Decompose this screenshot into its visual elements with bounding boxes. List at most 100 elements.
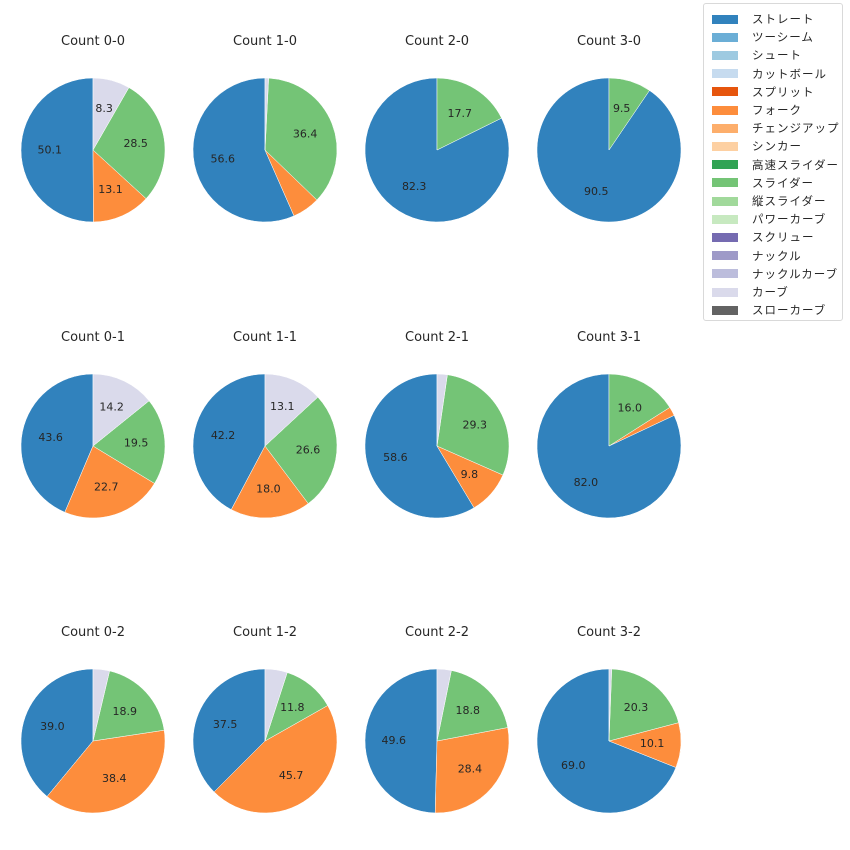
pie-slice-label: 13.1	[98, 183, 123, 196]
pie-slice	[436, 77, 502, 151]
pie-title: Count 1-0	[233, 34, 297, 49]
legend-label: スローカーブ	[752, 303, 827, 318]
pie-title: Count 2-0	[405, 34, 469, 49]
pie-title: Count 1-1	[233, 330, 297, 345]
legend-label: スプリット	[752, 84, 815, 99]
pie-panel: Count 3-0 90.5 9.5	[536, 34, 682, 223]
pie-panel: Count 0-1 43.6 22.7 19.5 14.2	[20, 330, 166, 519]
pie-panel: Count 1-0 56.6 36.4	[192, 34, 338, 223]
pie-slice-label: 45.7	[279, 769, 304, 782]
pie-slice	[264, 668, 288, 742]
legend-item: 高速スライダー	[712, 156, 839, 174]
pie-title: Count 2-2	[405, 625, 469, 640]
legend-swatch	[712, 141, 738, 151]
legend-item: パワーカーブ	[712, 210, 826, 228]
legend-label: シンカー	[752, 139, 802, 154]
pie-slice	[92, 668, 110, 742]
pie-slice	[264, 396, 338, 504]
pie-slice-label: 90.5	[584, 185, 609, 198]
pie-slice	[264, 77, 338, 201]
pie-slice-label: 36.4	[293, 128, 318, 141]
pie-slice	[608, 668, 612, 742]
legend-label: フォーク	[752, 103, 802, 117]
legend-item: シンカー	[712, 137, 802, 155]
legend-swatch	[712, 50, 738, 60]
legend-label: ツーシーム	[752, 30, 814, 45]
legend-label: 縦スライダー	[752, 194, 827, 208]
pie-title: Count 0-1	[61, 330, 125, 345]
pie-slice	[20, 668, 94, 797]
pie-slice	[192, 668, 266, 793]
pie-title: Count 0-0	[61, 34, 125, 49]
legend-swatch	[712, 69, 738, 79]
legend-swatch	[712, 251, 738, 261]
pie-slice-label: 39.0	[40, 720, 65, 733]
legend-label: ナックル	[752, 248, 802, 263]
pie-slice-label: 69.0	[561, 759, 586, 772]
legend-swatch	[712, 87, 738, 97]
legend-item: スプリット	[712, 83, 815, 101]
pie-slice	[230, 445, 309, 519]
pie-slice-label: 22.7	[94, 481, 119, 494]
legend-item: ツーシーム	[712, 28, 814, 46]
pie-title: Count 3-0	[577, 34, 641, 49]
pie-slice-label: 58.6	[383, 451, 408, 464]
pie-slice	[364, 373, 475, 519]
pie-title: Count 3-1	[577, 330, 641, 345]
legend-item: シュート	[712, 46, 802, 64]
pie-slice	[92, 670, 165, 742]
pie-slice-label: 14.2	[99, 401, 124, 414]
pie-slice-label: 50.1	[38, 144, 63, 157]
legend-label: パワーカーブ	[752, 212, 827, 227]
pie-title: Count 1-2	[233, 625, 297, 640]
pie-slice-label: 18.8	[455, 704, 480, 717]
legend-item: 縦スライダー	[712, 192, 827, 210]
pie-slice-label: 8.3	[95, 102, 113, 115]
pie-title: Count 2-1	[405, 330, 469, 345]
pie-title: Count 3-2	[577, 625, 641, 640]
pie-slice-label: 28.5	[123, 137, 148, 150]
pie-slice-label: 43.6	[38, 431, 63, 444]
pie-slice-label: 38.4	[102, 772, 127, 785]
pie-slice-label: 13.1	[270, 400, 295, 413]
pie-slice	[436, 374, 510, 476]
pie-slice-label: 37.5	[213, 718, 238, 731]
pie-slice-label: 29.3	[463, 419, 488, 432]
pie-slice	[46, 729, 166, 814]
pie-title: Count 0-2	[61, 625, 125, 640]
legend-label: スクリュー	[752, 230, 815, 245]
legend-swatch	[712, 123, 738, 133]
legend-item: ナックル	[712, 247, 802, 265]
pie-panel: Count 0-0 50.1 13.1 28.5 8.3	[20, 34, 166, 223]
pie-slice-label: 10.1	[640, 737, 665, 750]
pie-slice-label: 56.6	[210, 152, 235, 165]
legend-item: ストレート	[712, 10, 815, 28]
legend-item: カーブ	[712, 283, 789, 301]
pie-slice	[436, 670, 509, 742]
pie-slice-label: 20.3	[624, 701, 649, 714]
legend-item: スクリュー	[712, 228, 815, 246]
pie-slice	[192, 77, 295, 223]
legend-item: カットボール	[712, 65, 827, 83]
legend-item: スローカーブ	[712, 301, 826, 319]
legend-swatch	[712, 32, 738, 42]
pie-panel: Count 1-1 42.2 18.0 26.6 13.1	[192, 330, 338, 519]
legend-label: チェンジアップ	[752, 121, 840, 136]
legend-item: ナックルカーブ	[712, 265, 838, 283]
pie-slice-label: 17.7	[448, 107, 473, 120]
pie-slice	[92, 373, 150, 447]
pie-panel: Count 3-2 69.0 10.1 20.3	[536, 625, 682, 814]
legend-label: カーブ	[752, 285, 789, 299]
legend-item: フォーク	[712, 101, 802, 119]
pie-slice-label: 19.5	[124, 437, 149, 450]
pie-slice	[92, 400, 166, 484]
legend-swatch	[712, 196, 738, 206]
pie-slice	[20, 77, 94, 223]
pie-slice	[213, 705, 338, 814]
pie-slice	[608, 373, 671, 447]
pie-slice	[264, 77, 269, 151]
legend-label: 高速スライダー	[752, 157, 840, 172]
legend-swatch	[712, 214, 738, 224]
pie-slice-label: 82.0	[574, 476, 599, 489]
